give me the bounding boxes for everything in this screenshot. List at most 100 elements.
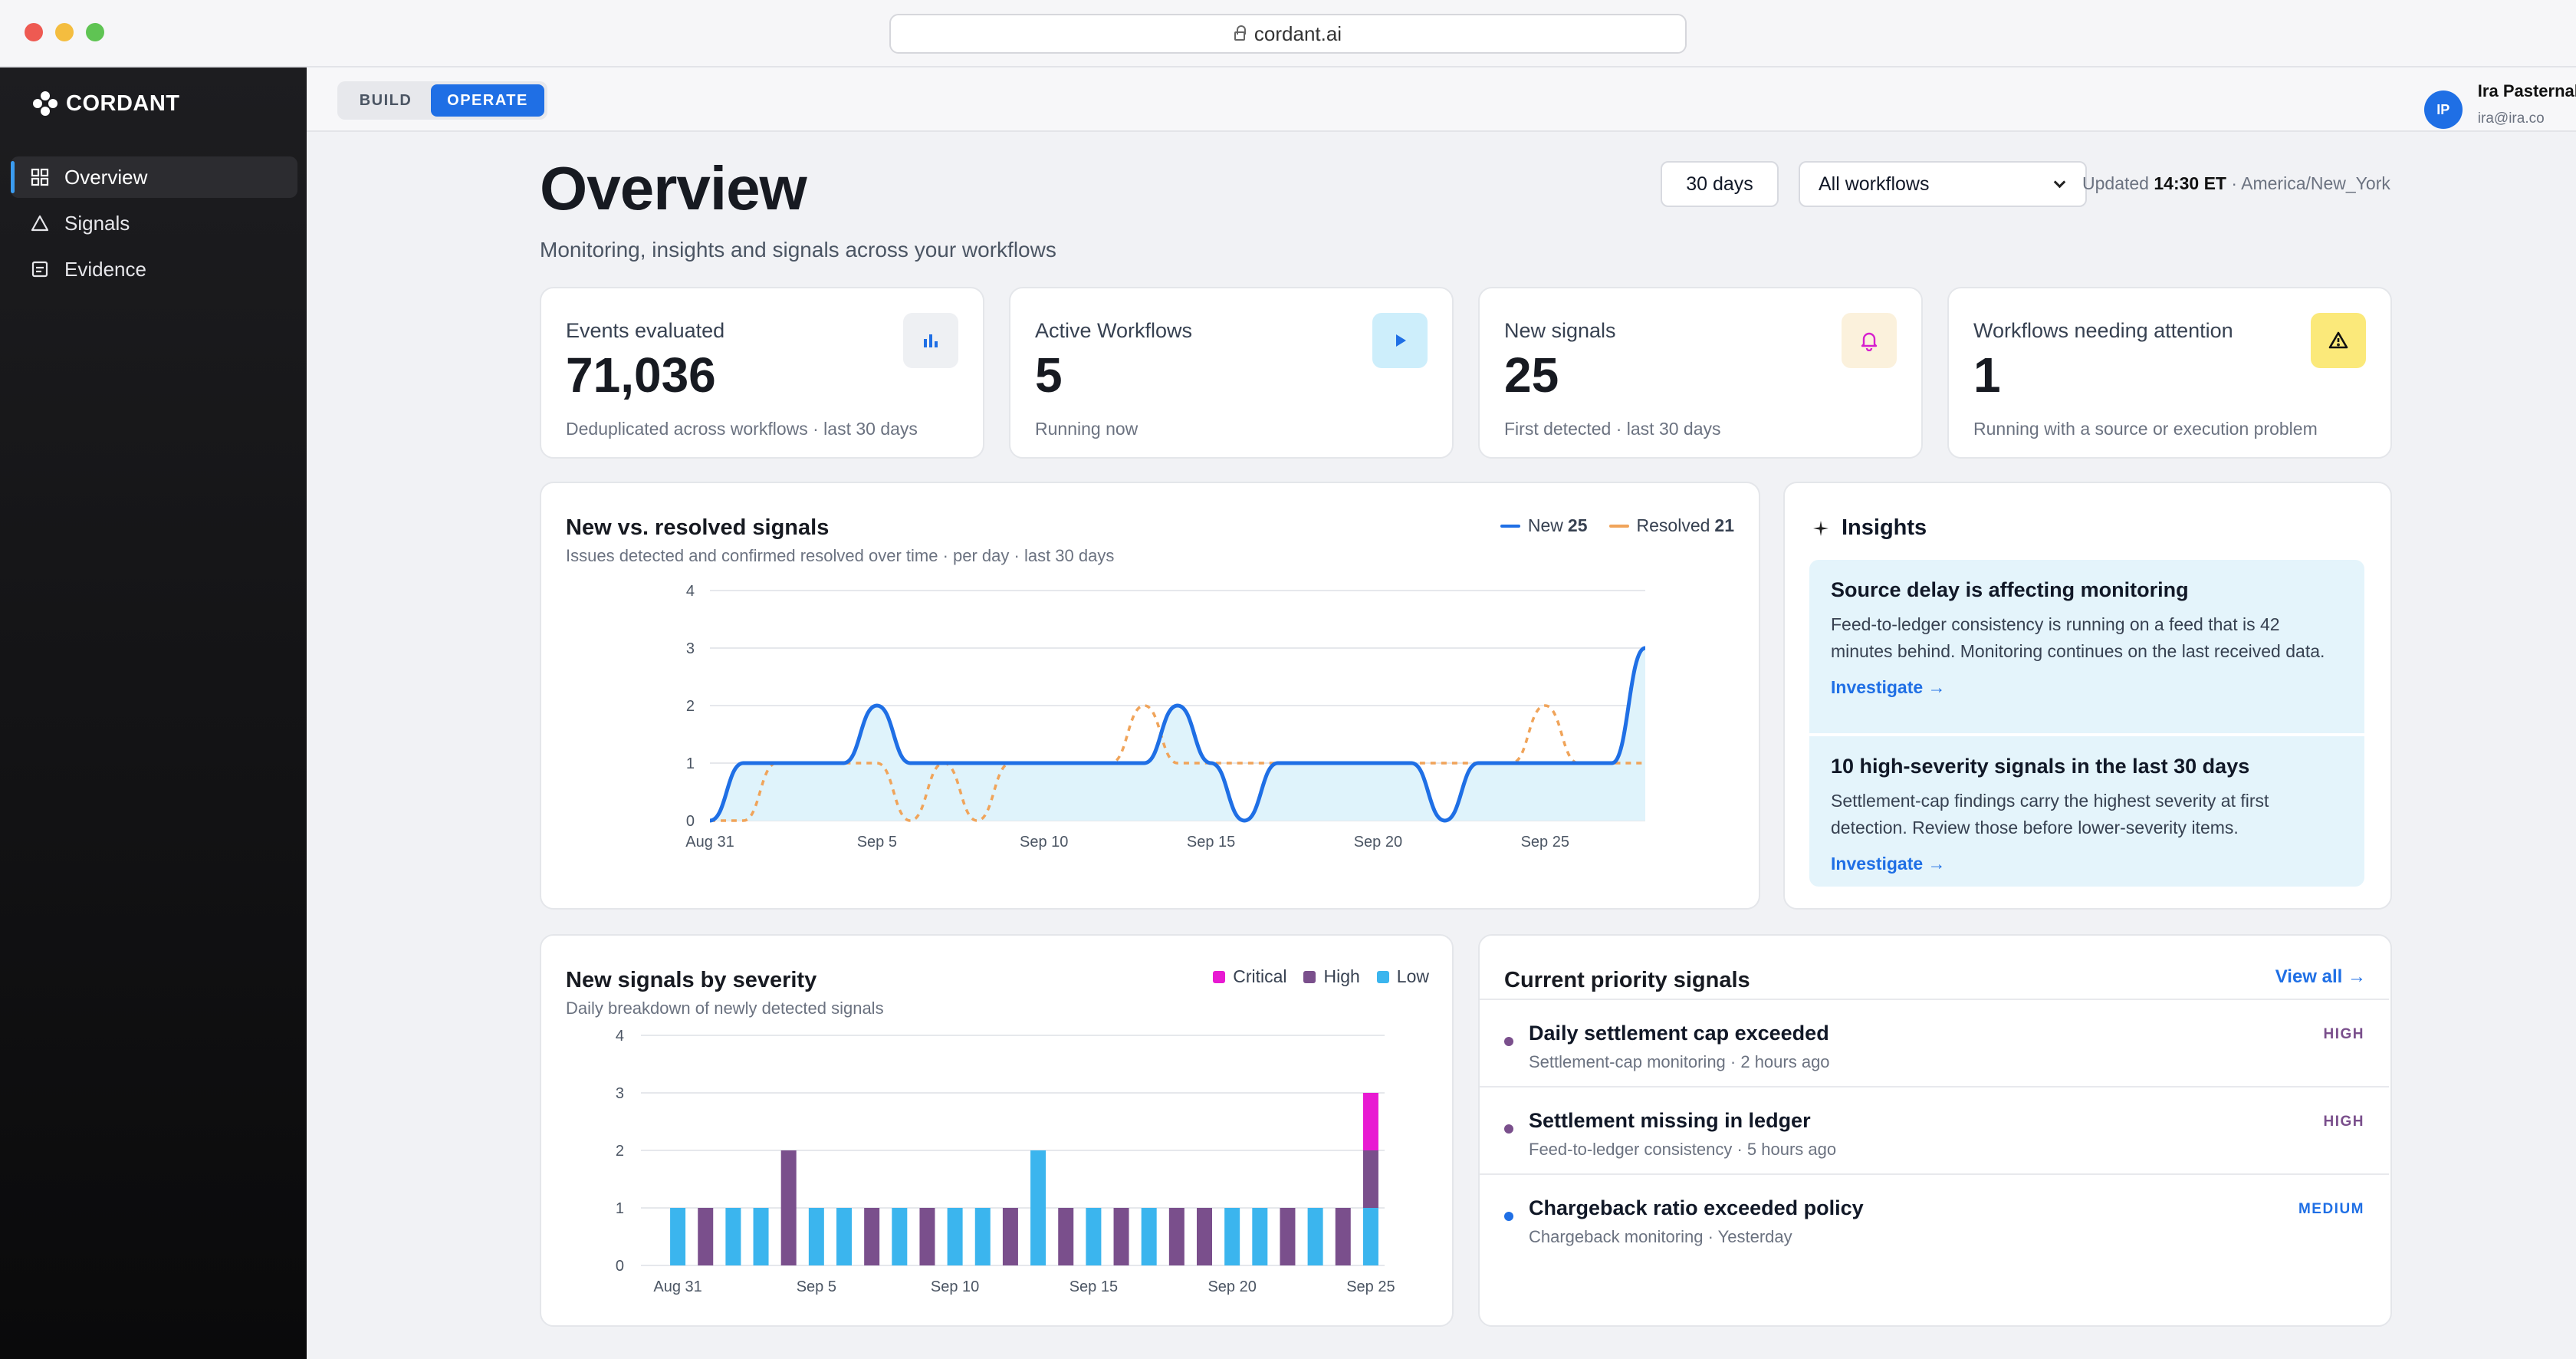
updated-timestamp: Updated 14:30 ET · America/New_York [2082, 173, 2390, 194]
kpi-value: 71,036 [566, 347, 716, 403]
y-tick-label: 0 [686, 813, 695, 830]
bar-low [725, 1208, 741, 1265]
browser-chrome: cordant.ai [0, 0, 2576, 67]
mode-operate-button[interactable]: OPERATE [431, 84, 544, 117]
address-bar[interactable]: cordant.ai [889, 14, 1687, 54]
sidebar-item-overview[interactable]: Overview [11, 156, 297, 198]
y-tick-label: 0 [616, 1258, 624, 1275]
list-item[interactable]: Chargeback ratio exceeded policy Chargeb… [1480, 1173, 2389, 1261]
maximize-window-button[interactable] [86, 23, 104, 41]
bar-low [1362, 1208, 1378, 1265]
bar-low [1224, 1208, 1240, 1265]
severity-dot [1504, 1124, 1513, 1134]
bar-low [1141, 1208, 1157, 1265]
kpi-card-new-signals[interactable]: New signals 25 First detected · last 30 … [1478, 287, 1923, 459]
x-tick-label: Sep 20 [1354, 834, 1402, 851]
insight-item: 10 high-severity signals in the last 30 … [1809, 736, 2364, 887]
signal-subtitle: Chargeback monitoring · Yesterday [1529, 1227, 1792, 1246]
mode-switcher: BUILD OPERATE [337, 81, 547, 120]
close-window-button[interactable] [25, 23, 43, 41]
top-bar: BUILD OPERATE IP Ira Pasternak ira@ira.c… [307, 67, 2576, 132]
kpi-card-workflows-attention[interactable]: Workflows needing attention 1 Running wi… [1947, 287, 2392, 459]
kpi-foot: Deduplicated across workflows · last 30 … [566, 419, 918, 439]
updated-timezone: · America/New_York [2231, 173, 2390, 193]
insights-title: Insights [1812, 515, 1927, 541]
avatar[interactable]: IP [2423, 90, 2463, 129]
x-tick-label: Aug 31 [653, 1278, 702, 1295]
minimize-window-button[interactable] [55, 23, 74, 41]
bar-high [1168, 1208, 1184, 1265]
severity-badge: MEDIUM [2298, 1201, 2364, 1217]
x-tick-label: Sep 10 [1020, 834, 1068, 851]
x-tick-label: Sep 20 [1208, 1278, 1256, 1295]
chart-title: New signals by severity [566, 968, 817, 992]
kpi-value: 25 [1504, 347, 1559, 403]
x-tick-label: Sep 5 [857, 834, 897, 851]
x-tick-label: Aug 31 [685, 834, 734, 851]
legend-item-low[interactable]: Low [1376, 966, 1429, 987]
user-menu[interactable]: IP Ira Pasternak ira@ira.co [2423, 81, 2576, 129]
bar-chart: 0 1 2 3 4 Aug 31 Sep 5 Sep 10 Sep 15 Sep 20 Sep 25 [616, 1028, 1395, 1295]
kpi-foot: Running with a source or execution probl… [1973, 419, 2318, 439]
insight-text: Feed-to-ledger consistency is running on… [1831, 614, 2325, 661]
bar-high [1335, 1208, 1351, 1265]
signal-subtitle: Feed-to-ledger consistency · 5 hours ago [1529, 1140, 1837, 1159]
legend-item-resolved[interactable]: Resolved 21 [1608, 515, 1734, 536]
bar-low [1307, 1208, 1323, 1265]
y-tick-label: 3 [686, 640, 695, 657]
sidebar-item-label: Evidence [64, 257, 146, 281]
chart-subtitle: Issues detected and confirmed resolved o… [566, 546, 1115, 565]
brand-logo[interactable]: CORDANT [31, 89, 180, 118]
bar-high [864, 1208, 880, 1265]
bar-low [892, 1208, 908, 1265]
kpi-card-active-workflows[interactable]: Active Workflows 5 Running now [1009, 287, 1454, 459]
priority-title: Current priority signals [1504, 968, 1750, 992]
insight-text: Settlement-cap findings carry the highes… [1831, 791, 2269, 837]
page-title: Overview [540, 154, 807, 222]
y-tick-label: 1 [616, 1200, 624, 1217]
legend-item-high[interactable]: High [1303, 966, 1360, 987]
bar-low [1252, 1208, 1268, 1265]
signal-subtitle: Settlement-cap monitoring · 2 hours ago [1529, 1052, 1830, 1071]
investigate-link[interactable]: Investigate → [1831, 677, 1946, 697]
investigate-link[interactable]: Investigate → [1831, 854, 1946, 874]
bar-high [1113, 1208, 1129, 1265]
sidebar-item-label: Signals [64, 211, 130, 235]
list-item[interactable]: Daily settlement cap exceeded Settlement… [1480, 999, 2389, 1086]
legend-total-new: 25 [1567, 515, 1588, 535]
chart-subtitle: Daily breakdown of newly detected signal… [566, 999, 884, 1018]
workflow-select-value: All workflows [1819, 173, 1930, 195]
triangle-icon [31, 215, 49, 232]
mode-build-button[interactable]: BUILD [359, 91, 412, 109]
kpi-card-events[interactable]: Events evaluated 71,036 Deduplicated acr… [540, 287, 984, 459]
date-range-button[interactable]: 30 days [1661, 161, 1779, 207]
chart-legend: Critical High Low [1213, 966, 1429, 987]
sparkle-icon [1813, 520, 1829, 536]
kpi-value: 1 [1973, 347, 2001, 403]
insights-card: Insights Source delay is affecting monit… [1783, 482, 2392, 910]
updated-prefix: Updated [2082, 173, 2149, 193]
legend-item-new[interactable]: New 25 [1500, 515, 1588, 536]
page-subtitle: Monitoring, insights and signals across … [540, 238, 1056, 262]
kpi-label: Events evaluated [566, 319, 725, 342]
x-tick-label: Sep 10 [931, 1278, 979, 1295]
insight-item: Source delay is affecting monitoring Fee… [1809, 560, 2364, 733]
bar-low [1030, 1150, 1046, 1265]
document-icon [31, 261, 48, 278]
sidebar-item-signals[interactable]: Signals [11, 202, 297, 244]
bar-high [1362, 1150, 1378, 1208]
bar-high [1058, 1208, 1074, 1265]
legend-item-critical[interactable]: Critical [1213, 966, 1286, 987]
line-chart: 0 1 2 3 4 Aug 31 Sep 5 Sep 10 Sep 15 Sep 20 Sep 25 [685, 583, 1647, 851]
bar-high [1002, 1208, 1018, 1265]
workflow-select[interactable]: All workflows [1799, 161, 2087, 207]
sidebar-item-evidence[interactable]: Evidence [11, 248, 297, 290]
severity-badge: HIGH [2323, 1114, 2364, 1130]
kpi-label: Workflows needing attention [1973, 319, 2233, 342]
severity-chart-card: New signals by severity Daily breakdown … [540, 934, 1454, 1327]
list-item[interactable]: Settlement missing in ledger Feed-to-led… [1480, 1086, 2389, 1173]
view-all-link[interactable]: View all → [2275, 966, 2366, 987]
kpi-value: 5 [1035, 347, 1063, 403]
bar-high [698, 1208, 714, 1265]
y-tick-label: 4 [616, 1028, 624, 1045]
